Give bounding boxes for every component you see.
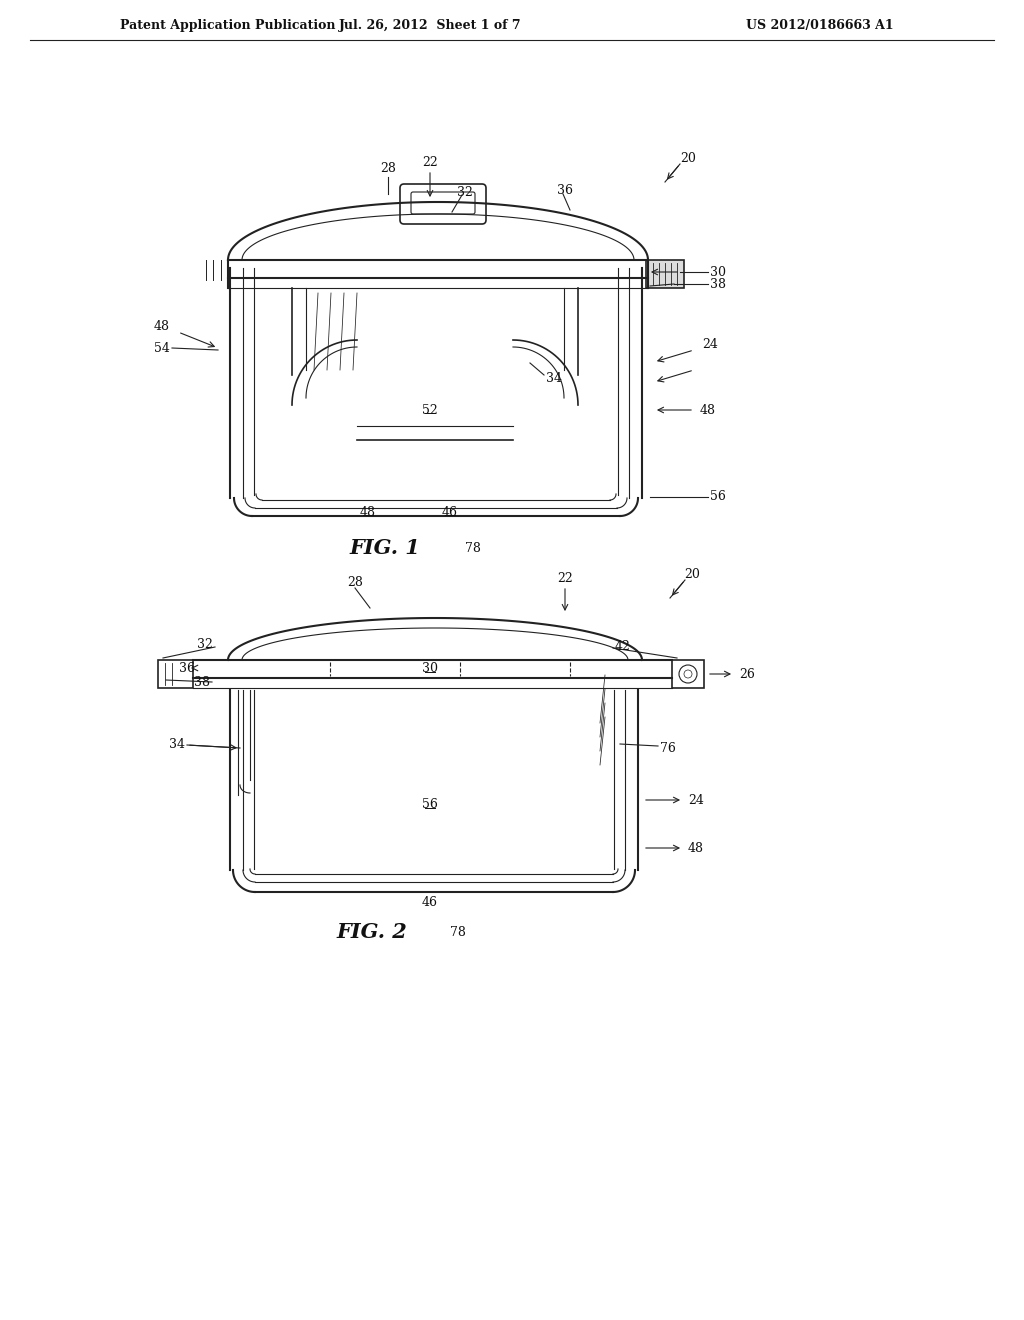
Text: 30: 30 (710, 265, 726, 279)
Bar (158, 660, 193, 688)
Text: 52: 52 (422, 404, 438, 417)
Text: 24: 24 (702, 338, 718, 351)
Text: 56: 56 (422, 799, 438, 812)
Text: 24: 24 (688, 793, 703, 807)
Text: 48: 48 (700, 404, 716, 417)
Text: 36: 36 (179, 661, 195, 675)
Text: 46: 46 (422, 895, 438, 908)
Text: 78: 78 (465, 541, 481, 554)
Text: 22: 22 (557, 572, 572, 585)
Text: US 2012/0186663 A1: US 2012/0186663 A1 (746, 18, 894, 32)
Text: 48: 48 (688, 842, 705, 854)
Text: 56: 56 (710, 491, 726, 503)
Text: 76: 76 (660, 742, 676, 755)
Text: 28: 28 (347, 577, 362, 590)
Text: 78: 78 (450, 925, 466, 939)
Text: 32: 32 (457, 186, 473, 198)
Text: 22: 22 (422, 156, 438, 169)
FancyBboxPatch shape (400, 183, 486, 224)
Text: 26: 26 (739, 668, 755, 681)
Bar (646, 260, 684, 288)
Text: 38: 38 (710, 277, 726, 290)
Text: 20: 20 (680, 152, 696, 165)
Text: 34: 34 (546, 371, 562, 384)
Text: 38: 38 (194, 676, 210, 689)
Text: FIG. 2: FIG. 2 (337, 921, 408, 942)
Text: Patent Application Publication: Patent Application Publication (120, 18, 336, 32)
Text: 54: 54 (155, 342, 170, 355)
Text: 28: 28 (380, 162, 396, 176)
Text: FIG. 1: FIG. 1 (349, 539, 421, 558)
Text: 32: 32 (198, 639, 213, 652)
Text: 48: 48 (154, 321, 170, 334)
Text: 48: 48 (360, 506, 376, 519)
Text: 20: 20 (684, 568, 700, 581)
FancyBboxPatch shape (411, 191, 475, 214)
Text: 36: 36 (557, 183, 573, 197)
Bar (672, 660, 705, 688)
Text: 42: 42 (615, 639, 631, 652)
Text: 30: 30 (422, 663, 438, 676)
Text: 46: 46 (442, 506, 458, 519)
Text: Jul. 26, 2012  Sheet 1 of 7: Jul. 26, 2012 Sheet 1 of 7 (339, 18, 521, 32)
Text: 34: 34 (169, 738, 185, 751)
